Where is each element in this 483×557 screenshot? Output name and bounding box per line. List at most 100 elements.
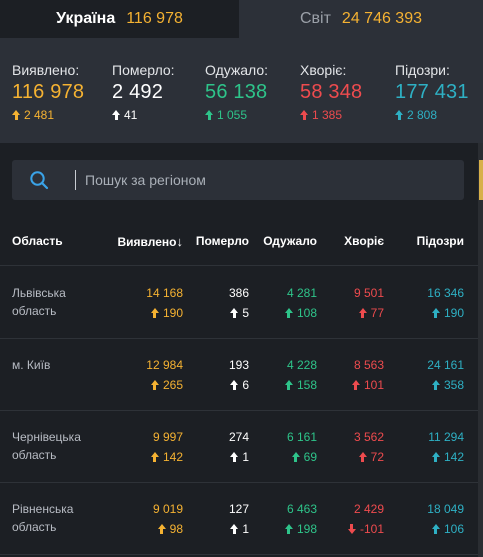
column-header-confirmed-label: Виявлено xyxy=(117,235,177,249)
cell-sick-delta: -101 xyxy=(347,522,384,536)
arrow-up-icon xyxy=(431,380,440,390)
cell-recovered-value: 6 161 xyxy=(286,430,317,444)
cell-sick-value: 2 429 xyxy=(353,502,384,516)
cell-sick-delta: 101 xyxy=(351,378,384,392)
cell-recovered-delta: 158 xyxy=(284,378,317,392)
arrow-up-icon xyxy=(358,308,367,318)
cell-recovered-delta-value: 69 xyxy=(303,450,317,464)
search-input[interactable] xyxy=(85,160,455,200)
cell-suspected-delta: 190 xyxy=(427,306,464,320)
cell-sick-delta-value: 77 xyxy=(370,306,384,320)
cell-confirmed: 14 168 190 xyxy=(146,286,183,320)
table-row[interactable]: Чернівецька область 9 997 142 274 1 6 161 69 3 … xyxy=(0,411,483,483)
column-header-suspected[interactable]: Підозри xyxy=(416,234,464,248)
stat-recovered-value: 56 138 xyxy=(205,81,268,103)
cell-recovered: 4 281 108 xyxy=(284,286,317,320)
cell-confirmed-delta: 142 xyxy=(150,450,183,464)
cell-recovered: 4 228 158 xyxy=(284,358,317,392)
tab-world-label: Світ xyxy=(299,10,331,27)
cell-deaths: 274 1 xyxy=(229,430,249,464)
cell-deaths-delta: 5 xyxy=(229,306,249,320)
arrow-up-icon xyxy=(284,308,293,318)
cell-suspected-delta: 358 xyxy=(427,378,464,392)
column-header-deaths[interactable]: Померло xyxy=(195,234,249,248)
cell-deaths: 127 1 xyxy=(229,502,249,536)
cell-suspected-value: 16 346 xyxy=(427,286,464,300)
cell-recovered-delta: 198 xyxy=(284,522,317,536)
cell-confirmed: 12 984 265 xyxy=(146,358,183,392)
search-icon[interactable] xyxy=(29,170,49,190)
cell-confirmed-delta-value: 98 xyxy=(169,522,183,536)
stat-suspected-delta-value: 2 808 xyxy=(407,108,438,122)
region-name: м. Київ xyxy=(12,358,51,372)
cell-deaths-value: 193 xyxy=(228,358,249,372)
cell-deaths-delta-value: 5 xyxy=(242,306,249,320)
arrow-up-icon xyxy=(230,452,239,462)
arrow-up-icon xyxy=(230,380,239,390)
tab-ukraine[interactable]: Україна 116 978 xyxy=(0,0,239,38)
stat-deaths-delta-value: 41 xyxy=(124,108,138,122)
table-row[interactable]: м. Київ 12 984 265 193 6 4 228 158 8 563 101 24 1… xyxy=(0,339,483,411)
cell-confirmed-value: 9 997 xyxy=(152,430,183,444)
stat-recovered-label: Одужало: xyxy=(205,62,269,78)
stat-confirmed-delta: 2 481 xyxy=(12,108,84,122)
region-search[interactable] xyxy=(12,160,464,200)
cell-recovered-value: 4 281 xyxy=(286,286,317,300)
stat-recovered-delta-value: 1 055 xyxy=(217,108,248,122)
arrow-up-icon xyxy=(431,524,440,534)
cell-sick-delta-value: 72 xyxy=(370,450,384,464)
cell-deaths-value: 274 xyxy=(228,430,249,444)
column-header-recovered[interactable]: Одужало xyxy=(263,234,317,248)
arrow-up-icon xyxy=(358,452,367,462)
cell-suspected: 11 294 142 xyxy=(428,430,464,464)
stat-confirmed-label: Виявлено: xyxy=(12,62,80,78)
cell-deaths-delta: 6 xyxy=(229,378,249,392)
scroll-edge xyxy=(478,143,483,557)
cell-sick: 8 563 101 xyxy=(351,358,384,392)
arrow-down-icon xyxy=(347,524,356,534)
cell-confirmed-delta: 98 xyxy=(153,522,183,536)
table-row[interactable]: Львівська область 14 168 190 386 5 4 281 108 9 … xyxy=(0,267,483,339)
arrow-up-icon xyxy=(112,110,120,120)
cell-suspected-delta-value: 190 xyxy=(443,306,464,320)
arrow-up-icon xyxy=(150,380,159,390)
arrow-up-icon xyxy=(395,110,403,120)
arrow-up-icon xyxy=(150,308,159,318)
tab-ukraine-label: Україна xyxy=(56,10,116,27)
cell-confirmed-value: 14 168 xyxy=(146,286,183,300)
cell-suspected-delta-value: 106 xyxy=(443,522,464,536)
stat-suspected: Підозри: 177 431 2 808 xyxy=(395,62,469,122)
cell-recovered-delta-value: 198 xyxy=(296,522,317,536)
region-name: Чернівецька область xyxy=(12,430,81,462)
column-header-confirmed[interactable]: Виявлено↓ xyxy=(118,234,183,249)
arrow-up-icon xyxy=(300,110,308,120)
stat-suspected-value: 177 431 xyxy=(395,81,469,103)
stat-suspected-delta: 2 808 xyxy=(395,108,469,122)
table-row[interactable]: Рівненська область 9 019 98 127 1 6 463 198 2 4… xyxy=(0,483,483,555)
cell-deaths: 386 5 xyxy=(229,286,249,320)
cell-suspected: 18 049 106 xyxy=(427,502,464,536)
stat-deaths-delta: 41 xyxy=(112,108,175,122)
stat-confirmed: Виявлено: 116 978 2 481 xyxy=(12,62,84,122)
tab-world[interactable]: Світ 24 746 393 xyxy=(239,0,483,38)
region-name: Львівська область xyxy=(12,286,66,318)
arrow-up-icon xyxy=(431,308,440,318)
arrow-up-icon xyxy=(230,308,239,318)
column-header-region[interactable]: Область xyxy=(12,234,63,248)
column-header-sick[interactable]: Хворіє xyxy=(344,234,384,248)
arrow-up-icon xyxy=(291,452,300,462)
cell-suspected-delta: 106 xyxy=(427,522,464,536)
cell-confirmed-delta-value: 190 xyxy=(162,306,183,320)
cell-recovered-value: 4 228 xyxy=(286,358,317,372)
stat-deaths-label: Померло: xyxy=(112,62,175,78)
cell-recovered: 6 161 69 xyxy=(287,430,317,464)
arrow-up-icon xyxy=(351,380,360,390)
cell-confirmed: 9 997 142 xyxy=(150,430,183,464)
stat-sick-label: Хворіє: xyxy=(300,62,347,78)
cell-deaths-delta-value: 1 xyxy=(242,450,249,464)
stat-recovered-delta: 1 055 xyxy=(205,108,268,122)
tab-ukraine-count: 116 978 xyxy=(126,10,183,27)
sort-desc-icon: ↓ xyxy=(176,234,184,249)
arrow-up-icon xyxy=(205,110,213,120)
arrow-up-icon xyxy=(431,452,440,462)
